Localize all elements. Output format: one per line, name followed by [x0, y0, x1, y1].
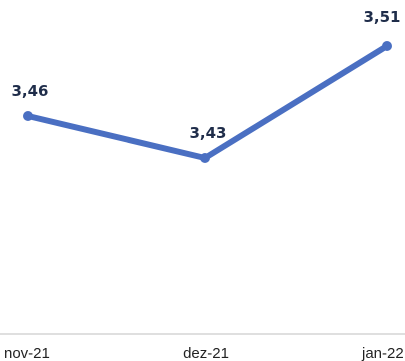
data-labels-layer: 3,46 3,43 3,51	[11, 8, 400, 142]
data-label: 3,51	[363, 8, 400, 26]
x-tick-label: dez-21	[183, 345, 229, 361]
x-tick-labels-layer: nov-21 dez-21 jan-22	[4, 345, 404, 361]
x-tick-label: nov-21	[4, 345, 50, 361]
x-tick-label: jan-22	[361, 345, 404, 361]
series-layer	[23, 41, 392, 163]
data-label: 3,46	[11, 82, 48, 100]
data-point	[23, 111, 33, 121]
data-point	[200, 153, 210, 163]
data-point	[382, 41, 392, 51]
data-label: 3,43	[189, 124, 226, 142]
